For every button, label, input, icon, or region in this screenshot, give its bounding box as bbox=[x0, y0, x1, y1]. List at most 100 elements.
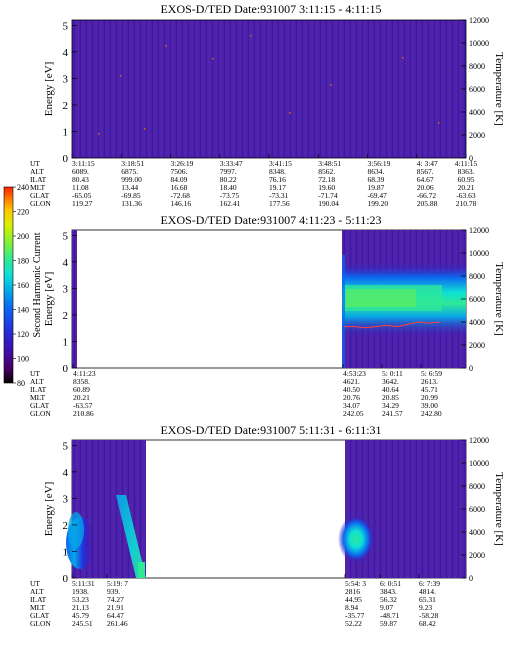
ephemeris-cell: 5:54: 3 bbox=[345, 579, 366, 588]
ephemeris-cell: 56.32 bbox=[380, 595, 397, 604]
y-tick-label: 2 bbox=[63, 100, 69, 112]
ephemeris-cell: 53.23 bbox=[72, 595, 89, 604]
colorbar-tick-label: 160 bbox=[17, 281, 29, 290]
ephemeris-cell: 76.16 bbox=[269, 175, 286, 184]
ephemeris-cell: 1938. bbox=[72, 587, 89, 596]
colorbar-tick-label: 80 bbox=[17, 379, 25, 388]
ephemeris-cell: 59.87 bbox=[380, 619, 397, 628]
ephemeris-cell: 20.21 bbox=[458, 183, 475, 192]
ephemeris-cell: 242.05 bbox=[343, 409, 364, 418]
ephemeris-row-label: GLON bbox=[30, 619, 51, 628]
ephemeris-cell: 11.08 bbox=[72, 183, 89, 192]
noise-speck bbox=[212, 58, 214, 60]
ephemeris-cell: 20.76 bbox=[343, 393, 360, 402]
y-tick-label: 3 bbox=[63, 73, 69, 85]
ephemeris-cell: 2613. bbox=[421, 377, 438, 386]
colorbar-tick-label: 240 bbox=[17, 183, 29, 192]
y-tick-right-label: 4000 bbox=[469, 528, 485, 537]
panel-2-y-ticks: 0 1 2 3 4 5 bbox=[63, 230, 77, 375]
colorbar-tick-label: 140 bbox=[17, 306, 29, 315]
ephemeris-cell: -73.31 bbox=[269, 191, 289, 200]
ephemeris-row-label: ILAT bbox=[30, 595, 47, 604]
ephemeris-cell: -63.57 bbox=[73, 401, 93, 410]
ephemeris-cell: 45.71 bbox=[421, 385, 438, 394]
ephemeris-cell: -63.63 bbox=[456, 191, 476, 200]
ephemeris-cell: 74.27 bbox=[107, 595, 124, 604]
y-tick-right-label: 10000 bbox=[469, 459, 489, 468]
ephemeris-cell: 19.17 bbox=[269, 183, 286, 192]
ephemeris-row-label: UT bbox=[30, 159, 40, 168]
y-tick-label: 3 bbox=[63, 493, 69, 505]
ephemeris-cell: 21.91 bbox=[107, 603, 124, 612]
ephemeris-cell: 119.27 bbox=[72, 199, 93, 208]
colorbar-tick-label: 220 bbox=[17, 208, 29, 217]
ephemeris-cell: 3843. bbox=[380, 587, 397, 596]
y-tick-label: 1 bbox=[63, 126, 69, 138]
panel-3-blob bbox=[338, 515, 374, 563]
y-tick-right-label: 10000 bbox=[469, 249, 489, 258]
panel-1-y-ticks: 0 1 2 3 4 5 bbox=[63, 20, 77, 165]
ephemeris-cell: 4:11:23 bbox=[73, 369, 96, 378]
ephemeris-cell: 245.51 bbox=[72, 619, 93, 628]
ephemeris-cell: -69.47 bbox=[368, 191, 388, 200]
ephemeris-cell: -73.75 bbox=[220, 191, 240, 200]
ephemeris-row-label: ILAT bbox=[30, 175, 47, 184]
panel-2-ylabel: Energy [eV] bbox=[43, 272, 55, 326]
ephemeris-cell: 20.21 bbox=[73, 393, 90, 402]
ephemeris-cell: -69.85 bbox=[121, 191, 141, 200]
ephemeris-row-label: ALT bbox=[30, 167, 44, 176]
panel-3-y-ticks-right: 0 2000 4000 6000 8000 10000 12000 bbox=[461, 436, 489, 583]
panel-2-ephemeris-table: UTALTILATMLTGLATGLON4:11:238358.60.8920.… bbox=[30, 364, 442, 418]
ephemeris-cell: 4814. bbox=[419, 587, 436, 596]
ephemeris-cell: -71.74 bbox=[318, 191, 338, 200]
ephemeris-row-label: MLT bbox=[30, 603, 46, 612]
y-tick-right-label: 12000 bbox=[469, 436, 489, 445]
ephemeris-cell: 72.18 bbox=[318, 175, 335, 184]
panel-3-streak bbox=[116, 495, 146, 578]
y-tick-right-label: 2000 bbox=[469, 131, 485, 140]
panel-1-plot-area bbox=[71, 19, 467, 159]
ephemeris-cell: 19.60 bbox=[318, 183, 335, 192]
ephemeris-row-label: UT bbox=[30, 369, 40, 378]
y-tick-label: 0 bbox=[63, 573, 69, 585]
ephemeris-cell: 8567. bbox=[417, 167, 434, 176]
ephemeris-cell: 6875. bbox=[121, 167, 138, 176]
y-tick-right-label: 12000 bbox=[469, 226, 489, 235]
ephemeris-row-label: GLAT bbox=[30, 611, 50, 620]
noise-speck bbox=[438, 122, 440, 124]
ephemeris-cell: 3:41:15 bbox=[269, 159, 292, 168]
panel-3: EXOS-D/TED Date:931007 5:11:31 - 6:11:31… bbox=[30, 423, 505, 628]
ephemeris-cell: 4:53:23 bbox=[343, 369, 366, 378]
ephemeris-cell: 205.88 bbox=[417, 199, 438, 208]
ephemeris-cell: 68.39 bbox=[368, 175, 385, 184]
noise-speck bbox=[289, 112, 291, 114]
ephemeris-cell: 210.86 bbox=[73, 409, 94, 418]
noise-speck bbox=[330, 84, 332, 86]
ephemeris-cell: 64.47 bbox=[107, 611, 124, 620]
y-tick-label: 3 bbox=[63, 283, 69, 295]
ephemeris-cell: 210.78 bbox=[456, 199, 477, 208]
ephemeris-cell: 8363. bbox=[458, 167, 475, 176]
ephemeris-cell: 162.41 bbox=[220, 199, 241, 208]
y-tick-right-label: 6000 bbox=[469, 505, 485, 514]
ephemeris-cell: 65.31 bbox=[419, 595, 436, 604]
y-tick-label: 4 bbox=[63, 47, 69, 59]
ephemeris-cell: 3642. bbox=[382, 377, 399, 386]
ephemeris-cell: 60.95 bbox=[458, 175, 475, 184]
ephemeris-cell: 40.64 bbox=[382, 385, 399, 394]
ephemeris-cell: 241.57 bbox=[382, 409, 403, 418]
noise-speck bbox=[98, 133, 100, 135]
panel-1-ylabel-right: Temperature [K] bbox=[493, 52, 505, 125]
ephemeris-cell: 8358. bbox=[73, 377, 90, 386]
ephemeris-cell: 2816 bbox=[345, 587, 360, 596]
panel-2-ylabel-right: Temperature [K] bbox=[493, 262, 505, 335]
y-tick-right-label: 0 bbox=[469, 154, 473, 163]
panel-2-data-strip-left bbox=[72, 230, 77, 368]
ephemeris-cell: 9.07 bbox=[380, 603, 393, 612]
colorbar-label: Second Harmonic Current bbox=[32, 232, 43, 337]
ephemeris-cell: 7506. bbox=[171, 167, 188, 176]
colorbar-tick-label: 180 bbox=[17, 257, 29, 266]
ephemeris-row-label: GLON bbox=[30, 409, 51, 418]
ephemeris-cell: 80.22 bbox=[220, 175, 237, 184]
panel-3-data-right bbox=[338, 440, 466, 578]
